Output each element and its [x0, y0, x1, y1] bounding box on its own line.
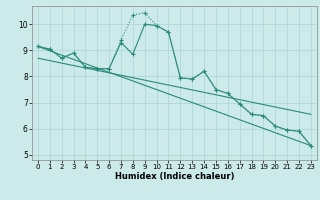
- X-axis label: Humidex (Indice chaleur): Humidex (Indice chaleur): [115, 172, 234, 181]
